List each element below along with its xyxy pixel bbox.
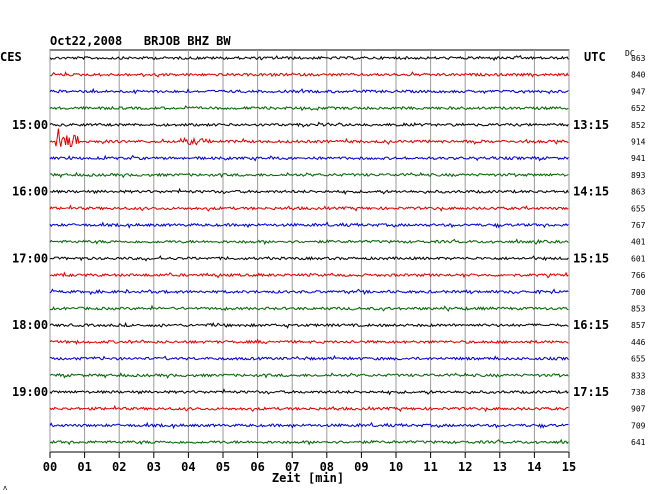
dc-value: 738 (631, 388, 646, 397)
seismic-trace (49, 304, 569, 312)
x-tick-label: 09 (354, 460, 368, 474)
dc-value: 601 (631, 254, 646, 263)
x-tick-label: 10 (389, 460, 403, 474)
dc-value: 857 (631, 321, 646, 330)
seismic-trace (49, 187, 569, 196)
local-time-label: 16:00 (12, 185, 48, 199)
dc-value: 709 (631, 421, 646, 430)
utc-time-label: 13:15 (573, 118, 609, 132)
dc-value: 641 (631, 438, 646, 447)
utc-time-label: 17:15 (573, 385, 609, 399)
seismic-trace (49, 87, 569, 95)
dc-value: 893 (631, 171, 646, 180)
x-tick-label: 15 (562, 460, 576, 474)
footer-mark: ʌ (3, 484, 7, 492)
dc-value: 852 (631, 121, 646, 130)
dc-value: 840 (631, 71, 646, 80)
dc-value: 863 (631, 188, 646, 197)
chart-title: Oct22,2008 BRJOB BHZ BW (50, 34, 231, 48)
seismic-trace (49, 128, 569, 148)
dc-value: 907 (631, 405, 646, 414)
grid-layer (49, 49, 570, 458)
seismic-trace (49, 171, 569, 179)
seismic-trace (49, 221, 569, 229)
left-timezone-label: CES (0, 50, 22, 64)
x-tick-label: 00 (43, 460, 57, 474)
local-time-label: 17:00 (12, 251, 48, 265)
seismic-trace (49, 388, 569, 396)
seismic-trace (49, 105, 569, 112)
seismic-trace (49, 288, 569, 296)
labels-layer: 00 01 02 03 04 05 06 07 08 09 10 11 12 13 14 15 863 840 94… (12, 54, 646, 474)
x-tick-label: 02 (112, 460, 126, 474)
seismic-trace (49, 154, 569, 162)
seismic-trace (49, 204, 569, 212)
dc-value: 766 (631, 271, 646, 280)
x-tick-label: 12 (458, 460, 472, 474)
x-axis-label: Zeit [min] (272, 471, 344, 485)
x-tick-label: 13 (493, 460, 507, 474)
dc-value: 652 (631, 104, 646, 113)
seismic-trace (49, 354, 569, 361)
dc-value: 941 (631, 154, 646, 163)
seismic-trace (49, 70, 569, 78)
dc-value: 853 (631, 305, 646, 314)
dc-value: 914 (631, 138, 646, 147)
seismic-trace (49, 372, 569, 379)
seismic-trace (49, 321, 569, 329)
x-tick-label: 06 (250, 460, 264, 474)
dc-value: 655 (631, 204, 646, 213)
x-tick-label: 03 (147, 460, 161, 474)
dc-value: 947 (631, 87, 646, 96)
seismic-trace (49, 121, 569, 128)
x-tick-label: 04 (181, 460, 195, 474)
utc-time-label: 15:15 (573, 251, 609, 265)
local-time-label: 18:00 (12, 318, 48, 332)
x-tick-label: 01 (77, 460, 91, 474)
seismic-trace (49, 404, 569, 413)
dc-value: 446 (631, 338, 646, 347)
dc-value: 700 (631, 288, 646, 297)
traces-layer (49, 54, 569, 446)
utc-time-label: 16:15 (573, 318, 609, 332)
seismic-trace (49, 438, 569, 446)
right-timezone-label: UTC (584, 50, 606, 64)
seismic-trace (49, 271, 569, 279)
x-tick-label: 08 (320, 460, 334, 474)
x-tick-label: 05 (216, 460, 230, 474)
dc-column-label: DC (625, 49, 635, 58)
seismic-trace (49, 338, 569, 346)
local-time-label: 15:00 (12, 118, 48, 132)
dc-value: 655 (631, 355, 646, 364)
local-time-label: 19:00 (12, 385, 48, 399)
utc-time-label: 14:15 (573, 185, 609, 199)
dc-value: 863 (631, 54, 646, 63)
dc-value: 767 (631, 221, 646, 230)
seismic-trace (49, 255, 569, 262)
dc-value: 401 (631, 238, 646, 247)
x-tick-label: 11 (423, 460, 437, 474)
x-tick-label: 07 (285, 460, 299, 474)
dc-value: 833 (631, 371, 646, 380)
seismic-trace (49, 421, 569, 430)
seismic-trace (49, 54, 569, 62)
seismic-trace (49, 238, 569, 246)
x-tick-label: 14 (527, 460, 541, 474)
